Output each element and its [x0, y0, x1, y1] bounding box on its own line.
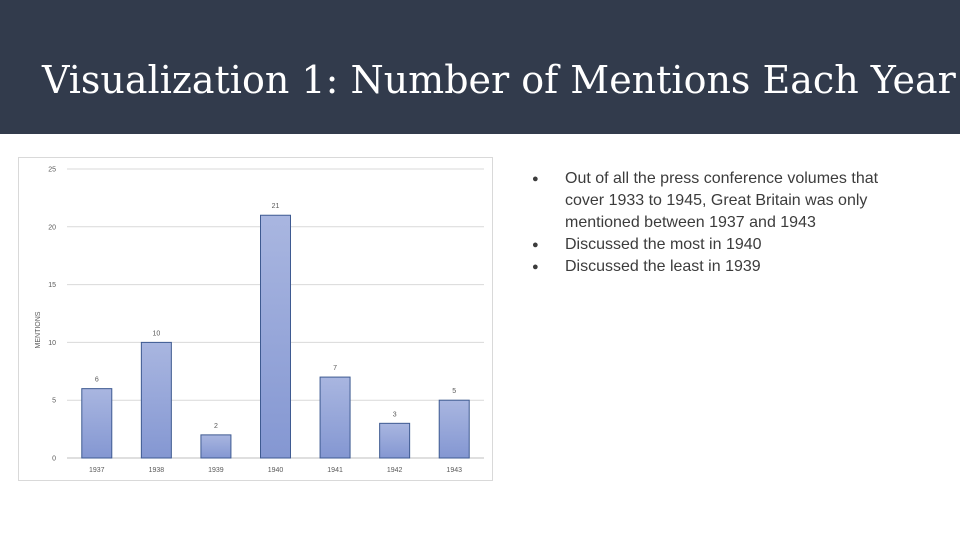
bullet-item: Discussed the least in 1939: [530, 256, 900, 278]
y-tick-label: 5: [52, 398, 56, 405]
bar-1939: [200, 434, 232, 459]
bullet-item: Discussed the most in 1940: [530, 234, 900, 256]
y-tick-label: 20: [48, 224, 56, 231]
x-tick-label: 1938: [149, 467, 165, 474]
data-label: 5: [452, 388, 456, 395]
x-tick-label: 1943: [446, 467, 462, 474]
data-label: 21: [272, 203, 280, 210]
data-labels: 6 10 2 21 7 3 5: [95, 203, 456, 430]
bullet-item: Out of all the press conference volumes …: [530, 168, 900, 234]
bar-1941: [319, 376, 351, 459]
x-axis: 1937 1938 1939 1940 1941 1942 1943: [89, 467, 462, 474]
y-axis: 0 5 10 15 20 25: [48, 167, 56, 463]
data-label: 3: [393, 411, 397, 418]
bar-1937: [81, 388, 113, 459]
data-label: 6: [95, 377, 99, 384]
y-tick-label: 0: [52, 456, 56, 463]
data-label: 7: [333, 365, 337, 372]
x-tick-label: 1937: [89, 467, 105, 474]
x-tick-label: 1941: [327, 467, 343, 474]
data-label: 10: [152, 330, 160, 337]
slide-title: Visualization 1: Number of Mentions Each…: [42, 58, 956, 102]
x-tick-label: 1942: [387, 467, 403, 474]
bar-1938: [140, 341, 172, 459]
chart-svg: 0 5 10 15 20 25 6 10 2 21 7 3 5 1937 1938 1939 1940 194…: [35, 167, 484, 474]
bar-1943: [438, 399, 470, 459]
y-axis-label: MENTIONS: [35, 311, 42, 348]
y-tick-label: 15: [48, 282, 56, 289]
y-tick-label: 10: [48, 340, 56, 347]
x-tick-label: 1940: [268, 467, 284, 474]
bullet-list: Out of all the press conference volumes …: [530, 168, 900, 278]
x-tick-label: 1939: [208, 467, 224, 474]
bars: [81, 214, 470, 459]
y-tick-label: 25: [48, 167, 56, 174]
title-bar: Visualization 1: Number of Mentions Each…: [0, 0, 960, 134]
bar-1942: [379, 422, 411, 459]
bar-1940: [260, 214, 291, 459]
data-label: 2: [214, 423, 218, 430]
bar-chart: 0 5 10 15 20 25 6 10 2 21 7 3 5 1937 1938 1939 1940 194…: [18, 157, 493, 481]
